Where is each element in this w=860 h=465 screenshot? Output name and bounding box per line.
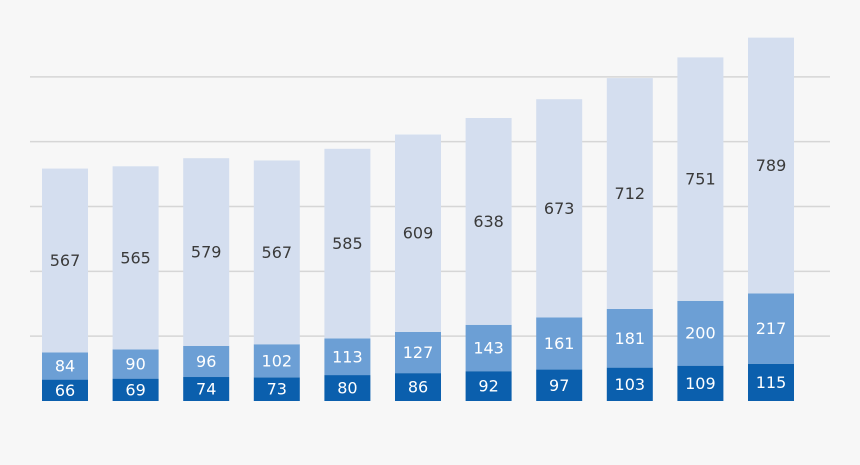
bar-segment bbox=[42, 352, 88, 380]
data-label: 217 bbox=[756, 319, 787, 338]
bar-segment bbox=[536, 317, 583, 370]
bar-segment bbox=[112, 349, 159, 379]
bar-segment bbox=[606, 308, 653, 368]
data-label: 567 bbox=[50, 251, 81, 270]
data-label: 97 bbox=[549, 376, 569, 395]
data-label: 751 bbox=[685, 170, 716, 189]
data-label: 200 bbox=[685, 324, 716, 343]
data-label: 113 bbox=[332, 347, 363, 366]
data-label: 127 bbox=[403, 343, 434, 362]
bar-segment bbox=[42, 379, 88, 401]
data-label: 66 bbox=[55, 381, 75, 400]
bar-segment bbox=[42, 168, 88, 353]
data-label: 109 bbox=[685, 374, 716, 393]
bar-segment bbox=[253, 377, 300, 401]
data-label: 115 bbox=[756, 373, 787, 392]
data-label: 585 bbox=[332, 234, 363, 253]
data-label: 74 bbox=[196, 380, 216, 399]
data-label: 638 bbox=[473, 212, 504, 231]
bar-segment bbox=[112, 378, 159, 401]
data-label: 103 bbox=[615, 375, 646, 394]
data-label: 69 bbox=[125, 380, 145, 399]
data-label: 73 bbox=[267, 380, 287, 399]
bar-segment bbox=[183, 345, 230, 378]
bar-segment bbox=[253, 160, 300, 345]
data-label: 102 bbox=[262, 351, 293, 370]
bar-segment bbox=[606, 78, 653, 309]
bar-segment bbox=[748, 37, 794, 294]
bar-segment bbox=[536, 369, 583, 401]
data-label: 80 bbox=[337, 379, 357, 398]
bar-segment bbox=[748, 293, 794, 364]
bar-segment bbox=[395, 331, 441, 374]
bar-segment bbox=[183, 377, 230, 401]
data-label: 84 bbox=[55, 356, 75, 375]
bar-segment bbox=[677, 365, 724, 401]
bars bbox=[42, 37, 794, 401]
data-label: 673 bbox=[544, 199, 575, 218]
bar-segment bbox=[183, 158, 230, 346]
data-label: 161 bbox=[544, 334, 575, 353]
data-label: 143 bbox=[473, 338, 504, 357]
data-label: 92 bbox=[478, 377, 498, 396]
data-label: 86 bbox=[408, 378, 428, 397]
bar-segment bbox=[677, 57, 724, 301]
bar-segment bbox=[536, 99, 583, 318]
bar-segment bbox=[324, 338, 371, 376]
bar-segment bbox=[112, 166, 159, 350]
data-label: 712 bbox=[615, 184, 646, 203]
data-label: 789 bbox=[756, 156, 787, 175]
bar-segment bbox=[606, 367, 653, 401]
data-label: 567 bbox=[262, 243, 293, 262]
data-label: 181 bbox=[615, 329, 646, 348]
bar-segment bbox=[465, 324, 512, 372]
data-label: 565 bbox=[120, 248, 151, 267]
bar-segment bbox=[465, 371, 512, 401]
bar-segment bbox=[395, 373, 441, 401]
data-label: 90 bbox=[125, 355, 145, 374]
bar-segment bbox=[253, 344, 300, 378]
data-label: 609 bbox=[403, 224, 434, 243]
data-label: 96 bbox=[196, 352, 216, 371]
bar-segment bbox=[324, 148, 371, 339]
bar-segment bbox=[677, 300, 724, 366]
data-labels: 66 84 567 69 90 565 74 96 579 73 102 567 80 113 585 86 1… bbox=[50, 156, 787, 400]
bar-segment bbox=[324, 375, 371, 401]
bar-segment bbox=[465, 118, 512, 325]
bar-segment bbox=[395, 134, 441, 332]
bar-segment bbox=[748, 363, 794, 401]
data-label: 579 bbox=[191, 243, 222, 262]
